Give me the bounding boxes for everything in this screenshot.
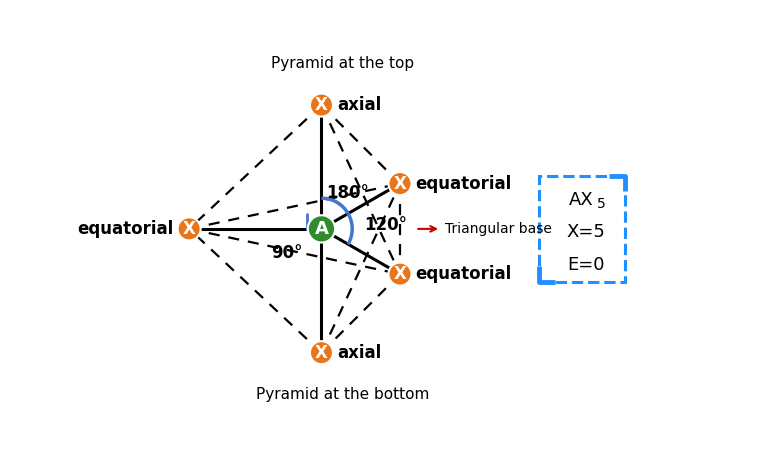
Text: X: X: [315, 343, 328, 361]
Text: 180°: 180°: [325, 184, 369, 202]
Circle shape: [178, 217, 201, 240]
Bar: [539, 176, 625, 282]
Text: axial: axial: [337, 343, 381, 361]
Circle shape: [389, 172, 411, 195]
Text: 120°: 120°: [364, 216, 407, 233]
Text: Triangular base: Triangular base: [445, 222, 552, 236]
Text: 90°: 90°: [271, 244, 303, 262]
Text: axial: axial: [337, 96, 381, 114]
Text: A: A: [315, 220, 329, 238]
Text: X: X: [393, 175, 407, 193]
Text: 5: 5: [597, 197, 606, 211]
Text: Pyramid at the top: Pyramid at the top: [271, 56, 414, 71]
Text: X=5: X=5: [567, 223, 605, 241]
Text: Pyramid at the bottom: Pyramid at the bottom: [256, 387, 430, 402]
Circle shape: [389, 263, 411, 286]
Text: E=0: E=0: [567, 256, 604, 274]
Circle shape: [310, 341, 333, 364]
Text: equatorial: equatorial: [77, 220, 174, 238]
Text: equatorial: equatorial: [415, 265, 512, 283]
Text: AX: AX: [569, 191, 594, 209]
Text: equatorial: equatorial: [415, 175, 512, 193]
Text: X: X: [315, 96, 328, 114]
Text: X: X: [393, 265, 407, 283]
Text: X: X: [182, 220, 196, 238]
Circle shape: [310, 93, 333, 117]
Circle shape: [308, 215, 335, 242]
